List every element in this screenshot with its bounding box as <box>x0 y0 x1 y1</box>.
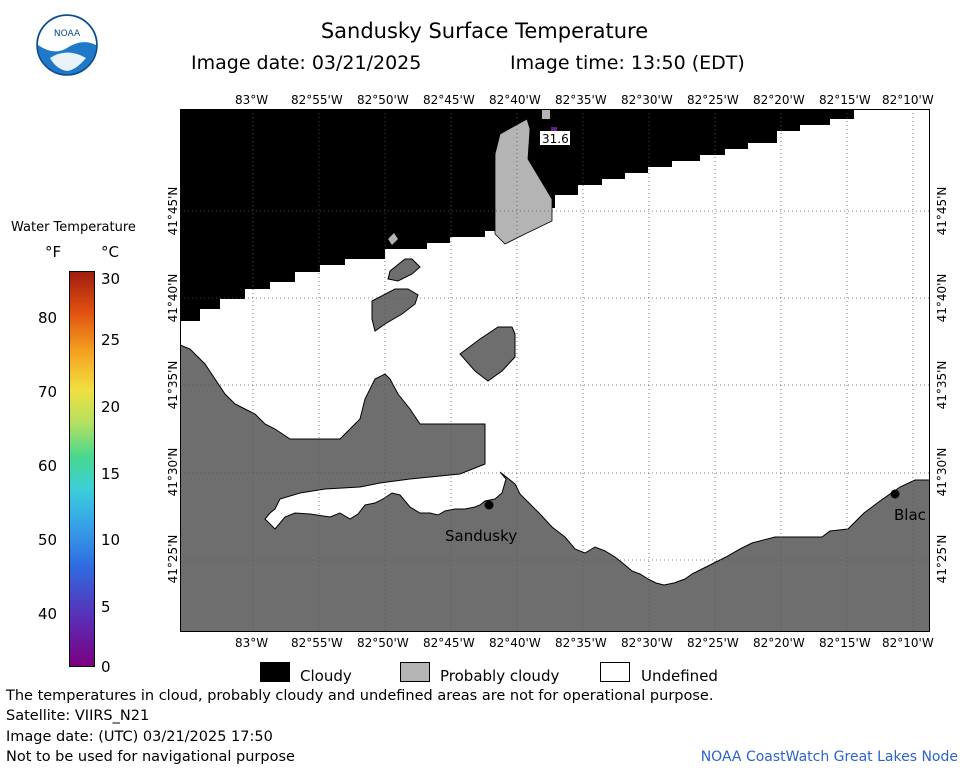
lon-tick-bottom: 82°40'W <box>489 636 541 650</box>
key-label-undefined: Undefined <box>641 667 718 685</box>
footer-credit: NOAA CoastWatch Great Lakes Node <box>700 749 958 765</box>
lon-tick-top: 82°50'W <box>357 93 409 107</box>
key-label-probably-cloudy: Probably cloudy <box>440 667 560 685</box>
colorbar-f-tick: 60 <box>38 457 58 475</box>
colorbar-c-tick: 5 <box>101 598 111 616</box>
sample-marker <box>551 127 557 133</box>
land-region <box>179 344 931 633</box>
lon-tick-bottom: 83°W <box>235 636 269 650</box>
lon-tick-bottom: 82°45'W <box>423 636 475 650</box>
image-date: Image date: 03/21/2025 <box>191 52 422 74</box>
colorbar-f-tick: 40 <box>38 605 58 623</box>
city-label: Blac <box>894 506 926 524</box>
colorbar-f-tick: 70 <box>38 383 58 401</box>
lat-tick-left: 41°40'N <box>166 273 180 323</box>
sample-value: 31.6 <box>542 132 569 146</box>
lon-tick-bottom: 82°15'W <box>819 636 871 650</box>
lat-tick-right: 41°45'N <box>935 186 949 236</box>
city-label: Sandusky <box>445 527 517 545</box>
lat-tick-right: 41°40'N <box>935 273 949 323</box>
lon-tick-bottom: 82°55'W <box>291 636 343 650</box>
lat-tick-left: 41°25'N <box>166 534 180 584</box>
lon-tick-bottom: 82°10'W <box>882 636 934 650</box>
footer-satellite: Satellite: VIIRS_N21 <box>6 708 150 724</box>
key-swatch-cloudy <box>260 662 290 682</box>
colorbar-unit-c: °C <box>101 243 119 261</box>
lon-tick-top: 83°W <box>235 93 269 107</box>
lon-tick-top: 82°20'W <box>753 93 805 107</box>
colorbar-c-tick: 30 <box>101 270 121 288</box>
colorbar-f-tick: 50 <box>38 531 58 549</box>
colorbar-c-tick: 25 <box>101 331 121 349</box>
lon-tick-top: 82°10'W <box>882 93 934 107</box>
map-title: Sandusky Surface Temperature <box>320 19 649 43</box>
colorbar-title: Water Temperature <box>11 220 136 235</box>
key-label-cloudy: Cloudy <box>300 667 352 685</box>
graticule <box>180 109 930 632</box>
lat-tick-left: 41°35'N <box>166 360 180 410</box>
lat-tick-left: 41°45'N <box>166 186 180 236</box>
noaa-logo: NOAA <box>36 14 98 76</box>
logo-text: NOAA <box>54 29 81 39</box>
lat-tick-right: 41°25'N <box>935 534 949 584</box>
city-marker <box>890 489 900 499</box>
colorbar <box>69 271 95 667</box>
map-panel: 31.6 Sandusky Blac <box>179 109 931 633</box>
lon-tick-top: 82°45'W <box>423 93 475 107</box>
colorbar-f-tick: 80 <box>38 309 58 327</box>
colorbar-c-tick: 20 <box>101 398 121 416</box>
lon-tick-top: 82°55'W <box>291 93 343 107</box>
image-time: Image time: 13:50 (EDT) <box>510 52 745 74</box>
lon-tick-top: 82°25'W <box>687 93 739 107</box>
land-island <box>387 258 421 282</box>
map-frame <box>180 109 930 632</box>
lon-tick-bottom: 82°35'W <box>555 636 607 650</box>
key-swatch-probably-cloudy <box>400 662 430 682</box>
lat-tick-left: 41°30'N <box>166 447 180 497</box>
lon-tick-bottom: 82°30'W <box>621 636 673 650</box>
lon-tick-bottom: 82°20'W <box>753 636 805 650</box>
key-swatch-undefined <box>600 662 630 682</box>
colorbar-c-tick: 15 <box>101 465 121 483</box>
colorbar-unit-f: °F <box>45 243 62 261</box>
lon-tick-bottom: 82°25'W <box>687 636 739 650</box>
land-island <box>371 288 419 332</box>
lat-tick-right: 41°35'N <box>935 360 949 410</box>
footer-note: The temperatures in cloud, probably clou… <box>6 688 714 704</box>
lon-tick-top: 82°30'W <box>621 93 673 107</box>
lon-tick-top: 82°35'W <box>555 93 607 107</box>
colorbar-c-tick: 0 <box>101 658 111 676</box>
lon-tick-top: 82°40'W <box>489 93 541 107</box>
probably-cloudy-patch <box>494 118 553 245</box>
colorbar-c-tick: 10 <box>101 531 121 549</box>
land-island <box>459 326 516 382</box>
lat-tick-right: 41°30'N <box>935 447 949 497</box>
sample-label-bg <box>540 131 570 145</box>
footer-utc-date: Image date: (UTC) 03/21/2025 17:50 <box>6 729 273 745</box>
lon-tick-bottom: 82°50'W <box>357 636 409 650</box>
probably-cloudy-patch <box>388 233 398 245</box>
probably-cloudy-patch <box>542 109 550 119</box>
city-marker <box>484 500 494 510</box>
lon-tick-top: 82°15'W <box>819 93 871 107</box>
footer-nav-warning: Not to be used for navigational purpose <box>6 749 295 765</box>
map-svg: 31.6 Sandusky Blac <box>179 109 931 633</box>
